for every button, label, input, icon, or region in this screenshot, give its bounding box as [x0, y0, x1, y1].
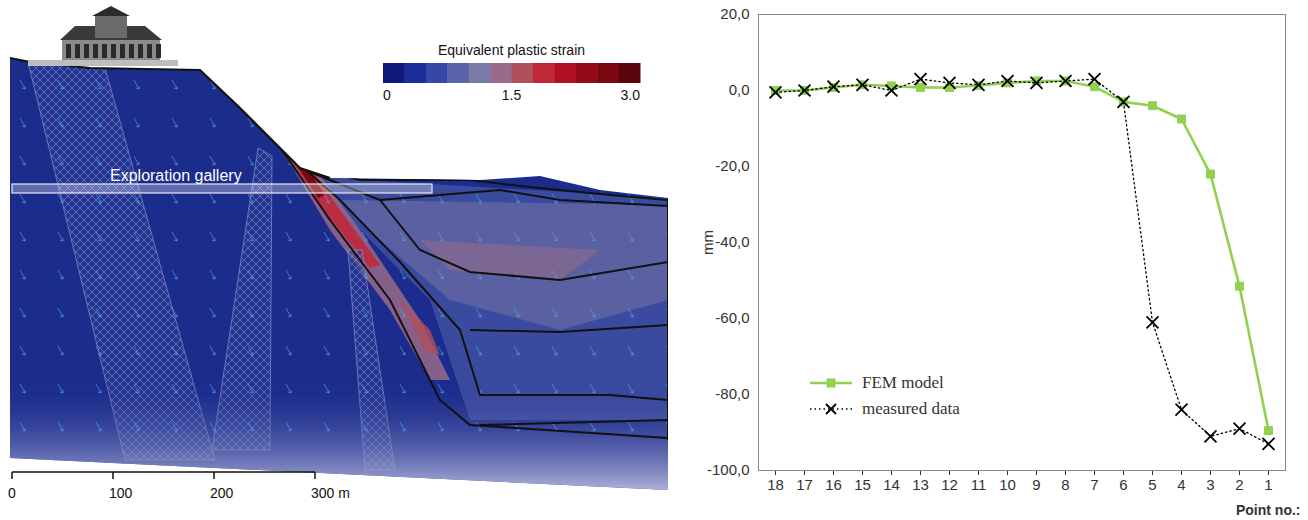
svg-text:-40,0: -40,0: [715, 233, 749, 250]
svg-text:300 m: 300 m: [311, 485, 350, 501]
svg-text:17: 17: [796, 476, 813, 493]
svg-text:mm: mm: [699, 230, 716, 255]
svg-text:16: 16: [825, 476, 842, 493]
svg-text:11: 11: [971, 476, 987, 493]
svg-text:0,0: 0,0: [729, 81, 750, 98]
svg-text:Point no.:: Point no.:: [1236, 502, 1301, 518]
svg-text:12: 12: [941, 476, 958, 493]
svg-text:200: 200: [210, 485, 234, 501]
svg-text:Exploration gallery: Exploration gallery: [110, 167, 242, 184]
svg-text:5: 5: [1148, 476, 1156, 493]
svg-text:2: 2: [1235, 476, 1243, 493]
svg-text:4: 4: [1177, 476, 1185, 493]
svg-text:15: 15: [854, 476, 871, 493]
svg-text:9: 9: [1032, 476, 1040, 493]
svg-text:0: 0: [383, 87, 391, 103]
svg-text:Equivalent plastic strain: Equivalent plastic strain: [438, 42, 585, 58]
svg-text:10: 10: [999, 476, 1016, 493]
svg-text:100: 100: [109, 485, 133, 501]
svg-text:8: 8: [1061, 476, 1069, 493]
html-text:measured data: measured data: [862, 399, 960, 418]
svg-text:3.0: 3.0: [621, 87, 641, 103]
html-text:FEM model: FEM model: [862, 373, 944, 392]
svg-text:7: 7: [1090, 476, 1098, 493]
svg-text:-100,0: -100,0: [707, 461, 750, 478]
svg-text:1.5: 1.5: [502, 87, 522, 103]
svg-text:3: 3: [1206, 476, 1214, 493]
svg-text:20,0: 20,0: [720, 5, 749, 22]
svg-text:18: 18: [767, 476, 784, 493]
svg-text:-60,0: -60,0: [715, 309, 749, 326]
svg-text:-20,0: -20,0: [715, 157, 749, 174]
svg-text:-80,0: -80,0: [715, 385, 749, 402]
svg-text:14: 14: [883, 476, 900, 493]
svg-text:6: 6: [1119, 476, 1127, 493]
svg-text:0: 0: [8, 485, 16, 501]
svg-text:1: 1: [1264, 476, 1272, 493]
svg-text:13: 13: [912, 476, 929, 493]
